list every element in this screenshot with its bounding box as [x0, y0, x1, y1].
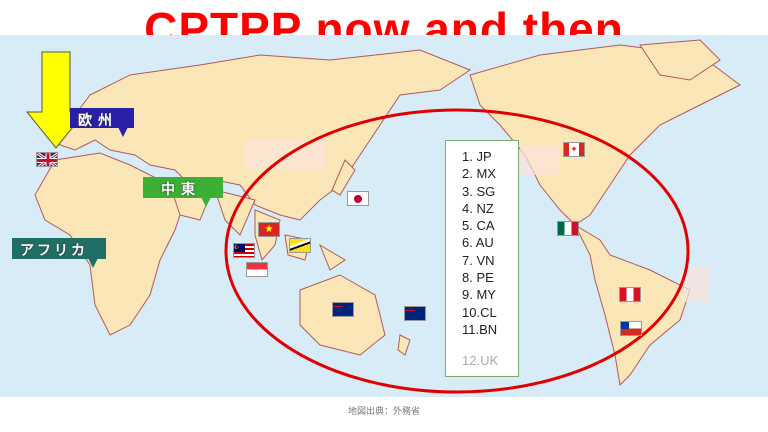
vietnam-flag-icon: ★ [258, 222, 280, 237]
chile-flag-icon [620, 321, 642, 336]
africa-label: アフリカ [20, 243, 88, 259]
map-source: 地図出典：外務省 [347, 407, 420, 417]
middle-east-label: 中東 [161, 182, 201, 198]
member-item: 9. MY [462, 287, 496, 303]
member-item: 8. PE [462, 270, 494, 286]
member-item: 6. AU [462, 235, 494, 251]
europe-label: 欧州 [78, 113, 118, 129]
mexico-flag-icon [557, 221, 579, 236]
member-item: 4. NZ [462, 200, 494, 216]
world-map [0, 35, 768, 397]
member-item: 2. MX [462, 166, 496, 182]
canada-flag-icon: ✦ [563, 142, 585, 157]
uk-flag-icon [36, 152, 58, 167]
malaysia-flag-icon: ☪ [233, 243, 255, 258]
member-item: 1. JP [462, 149, 492, 164]
singapore-flag-icon [246, 262, 268, 277]
region-label-middle-east: 中東 [143, 177, 223, 207]
peru-flag-icon [619, 287, 641, 302]
candidate-item: 12.UK [462, 353, 499, 369]
australia-flag-icon [332, 302, 354, 317]
member-list: 1. JP 2. MX 3. SG 4. NZ 5. CA 6. AU 7. V… [445, 140, 519, 377]
japan-flag-icon [347, 191, 369, 206]
cptpp-ellipse [224, 108, 690, 394]
land-masses [34, 39, 741, 387]
new-zealand-flag-icon [404, 306, 426, 321]
region-label-europe: 欧州 [70, 108, 134, 137]
member-item: 7. VN [462, 252, 495, 268]
brunei-flag-icon [289, 238, 311, 253]
yellow-arrow-icon [25, 51, 87, 149]
region-label-africa: アフリカ [12, 238, 106, 268]
member-item: 5. CA [462, 218, 495, 234]
member-item: 3. SG [462, 183, 496, 199]
member-item: 10.CL [462, 304, 497, 320]
member-item: 11.BN [462, 321, 498, 337]
